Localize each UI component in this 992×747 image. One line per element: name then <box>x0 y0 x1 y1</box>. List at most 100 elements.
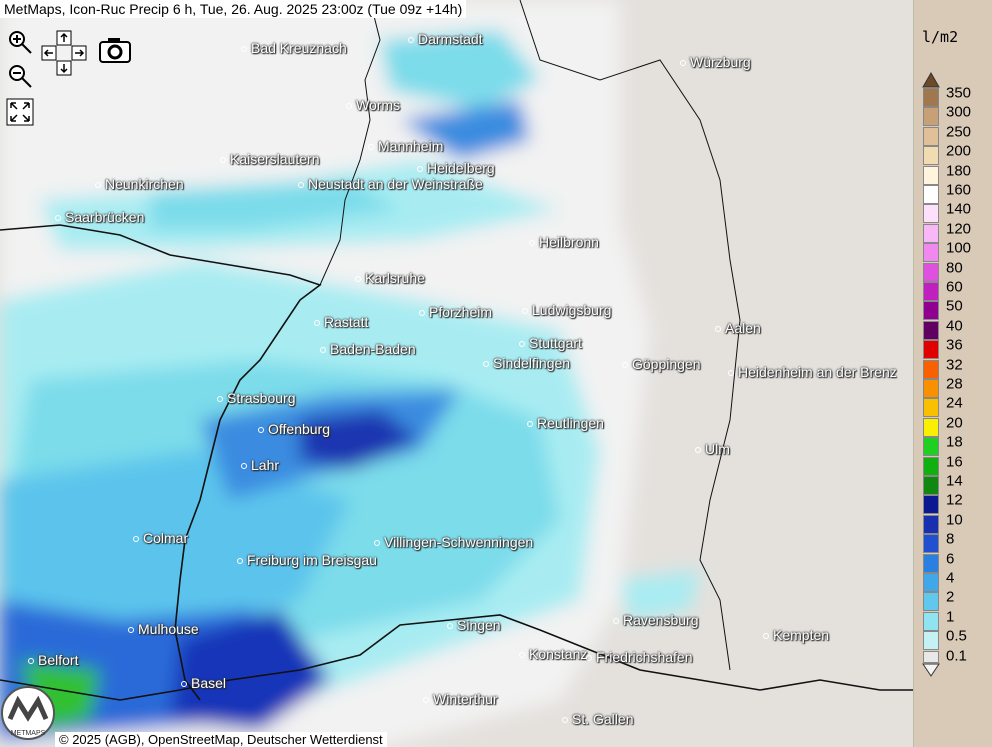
legend-swatch <box>923 107 939 127</box>
legend-label: 300 <box>946 103 972 121</box>
legend-swatch <box>923 126 939 146</box>
city-label: Saarbrücken <box>55 209 144 225</box>
logo-text: METMAPS <box>11 730 46 737</box>
legend-swatch <box>923 262 939 282</box>
legend-swatch <box>923 146 939 166</box>
legend-label: 24 <box>946 394 963 412</box>
city-label: Sindelfingen <box>483 355 570 371</box>
legend-swatch <box>923 282 939 301</box>
legend-label: 32 <box>946 356 963 374</box>
legend-swatch <box>923 165 939 185</box>
city-label: Pforzheim <box>419 304 492 320</box>
legend-swatch <box>923 223 939 243</box>
legend-label: 8 <box>946 530 955 548</box>
legend-label: 0.5 <box>946 627 967 645</box>
map-title: MetMaps, Icon-Ruc Precip 6 h, Tue, 26. A… <box>0 0 467 18</box>
legend-label: 350 <box>946 84 972 102</box>
city-label: Heidelberg <box>417 160 495 176</box>
city-label: Offenburg <box>258 421 330 437</box>
legend-swatch <box>923 340 939 360</box>
city-label: St. Gallen <box>562 711 633 727</box>
legend-label: 120 <box>946 220 972 238</box>
legend-label: 16 <box>946 453 963 471</box>
city-label: Friedrichshafen <box>586 649 693 665</box>
zoom-in[interactable] <box>6 28 34 56</box>
city-label: Rastatt <box>314 314 368 330</box>
pan-control[interactable] <box>41 30 87 76</box>
city-label: Stuttgart <box>519 335 582 351</box>
legend-label: 50 <box>946 297 963 315</box>
city-label: Ludwigsburg <box>522 302 611 318</box>
legend-label: 10 <box>946 511 963 529</box>
legend-swatch <box>923 301 939 321</box>
legend-swatch <box>923 476 939 495</box>
legend-swatch <box>923 359 939 379</box>
city-label: Ulm <box>695 441 730 457</box>
fullscreen[interactable] <box>6 98 34 126</box>
city-label: Kaiserslautern <box>220 151 320 167</box>
legend-label: 40 <box>946 317 963 335</box>
logo: METMAPS <box>1 686 55 740</box>
city-label: Villingen-Schwenningen <box>374 534 533 550</box>
legend-label: 1 <box>946 608 955 626</box>
legend-label: 4 <box>946 569 955 587</box>
city-label: Neustadt an der Weinstraße <box>298 176 483 192</box>
legend-label: 160 <box>946 181 972 199</box>
legend-label: 18 <box>946 433 963 451</box>
city-label: Mannheim <box>368 138 443 154</box>
screenshot-button[interactable] <box>98 36 132 64</box>
legend-label: 6 <box>946 550 955 568</box>
legend-swatch <box>923 514 939 534</box>
city-label: Lahr <box>241 457 279 473</box>
city-label: Darmstadt <box>408 31 483 47</box>
legend-swatch <box>923 204 939 224</box>
legend-swatch <box>923 398 939 418</box>
legend-swatch <box>923 437 939 457</box>
city-label: Colmar <box>133 530 188 546</box>
legend-top-arrow <box>922 72 940 88</box>
legend-label: 140 <box>946 200 972 218</box>
map <box>0 0 913 747</box>
legend-swatch <box>923 243 939 263</box>
legend-swatch <box>923 650 939 663</box>
legend-label: 80 <box>946 259 963 277</box>
legend-swatch <box>923 379 939 398</box>
legend-swatch <box>923 592 939 612</box>
city-label: Kempten <box>763 627 829 643</box>
legend-unit: l/m2 <box>922 28 959 46</box>
legend-swatch <box>923 573 939 592</box>
legend-bottom-arrow <box>922 663 940 677</box>
city-label: Winterthur <box>423 691 498 707</box>
legend-label: 180 <box>946 162 972 180</box>
legend-label: 20 <box>946 414 963 432</box>
legend-label: 12 <box>946 491 963 509</box>
city-label: Neunkirchen <box>95 176 184 192</box>
city-label: Reutlingen <box>527 415 604 431</box>
legend-label: 36 <box>946 336 963 354</box>
city-label: Worms <box>346 97 400 113</box>
city-label: Heidenheim an der Brenz <box>728 364 897 380</box>
legend-label: 2 <box>946 588 955 606</box>
legend-swatch <box>923 456 939 476</box>
legend-swatch <box>923 185 939 204</box>
city-label: Karlsruhe <box>355 270 425 286</box>
legend-label: 100 <box>946 239 972 257</box>
city-label: Mulhouse <box>128 621 199 637</box>
legend-swatch <box>923 417 939 437</box>
legend-label: 60 <box>946 278 963 296</box>
city-label: Heilbronn <box>529 234 599 250</box>
legend-label: 250 <box>946 123 972 141</box>
legend-label: 0.1 <box>946 647 967 665</box>
city-label: Belfort <box>28 652 78 668</box>
city-label: Singen <box>447 617 501 633</box>
zoom-out[interactable] <box>6 62 34 90</box>
city-label: Ravensburg <box>613 612 699 628</box>
legend-swatch <box>923 320 939 340</box>
legend-label: 14 <box>946 472 963 490</box>
copyright: © 2025 (AGB), OpenStreetMap, Deutscher W… <box>55 732 387 747</box>
legend-label: 28 <box>946 375 963 393</box>
city-label: Basel <box>181 675 226 691</box>
city-label: Baden-Baden <box>320 341 416 357</box>
city-label: Würzburg <box>680 54 751 70</box>
